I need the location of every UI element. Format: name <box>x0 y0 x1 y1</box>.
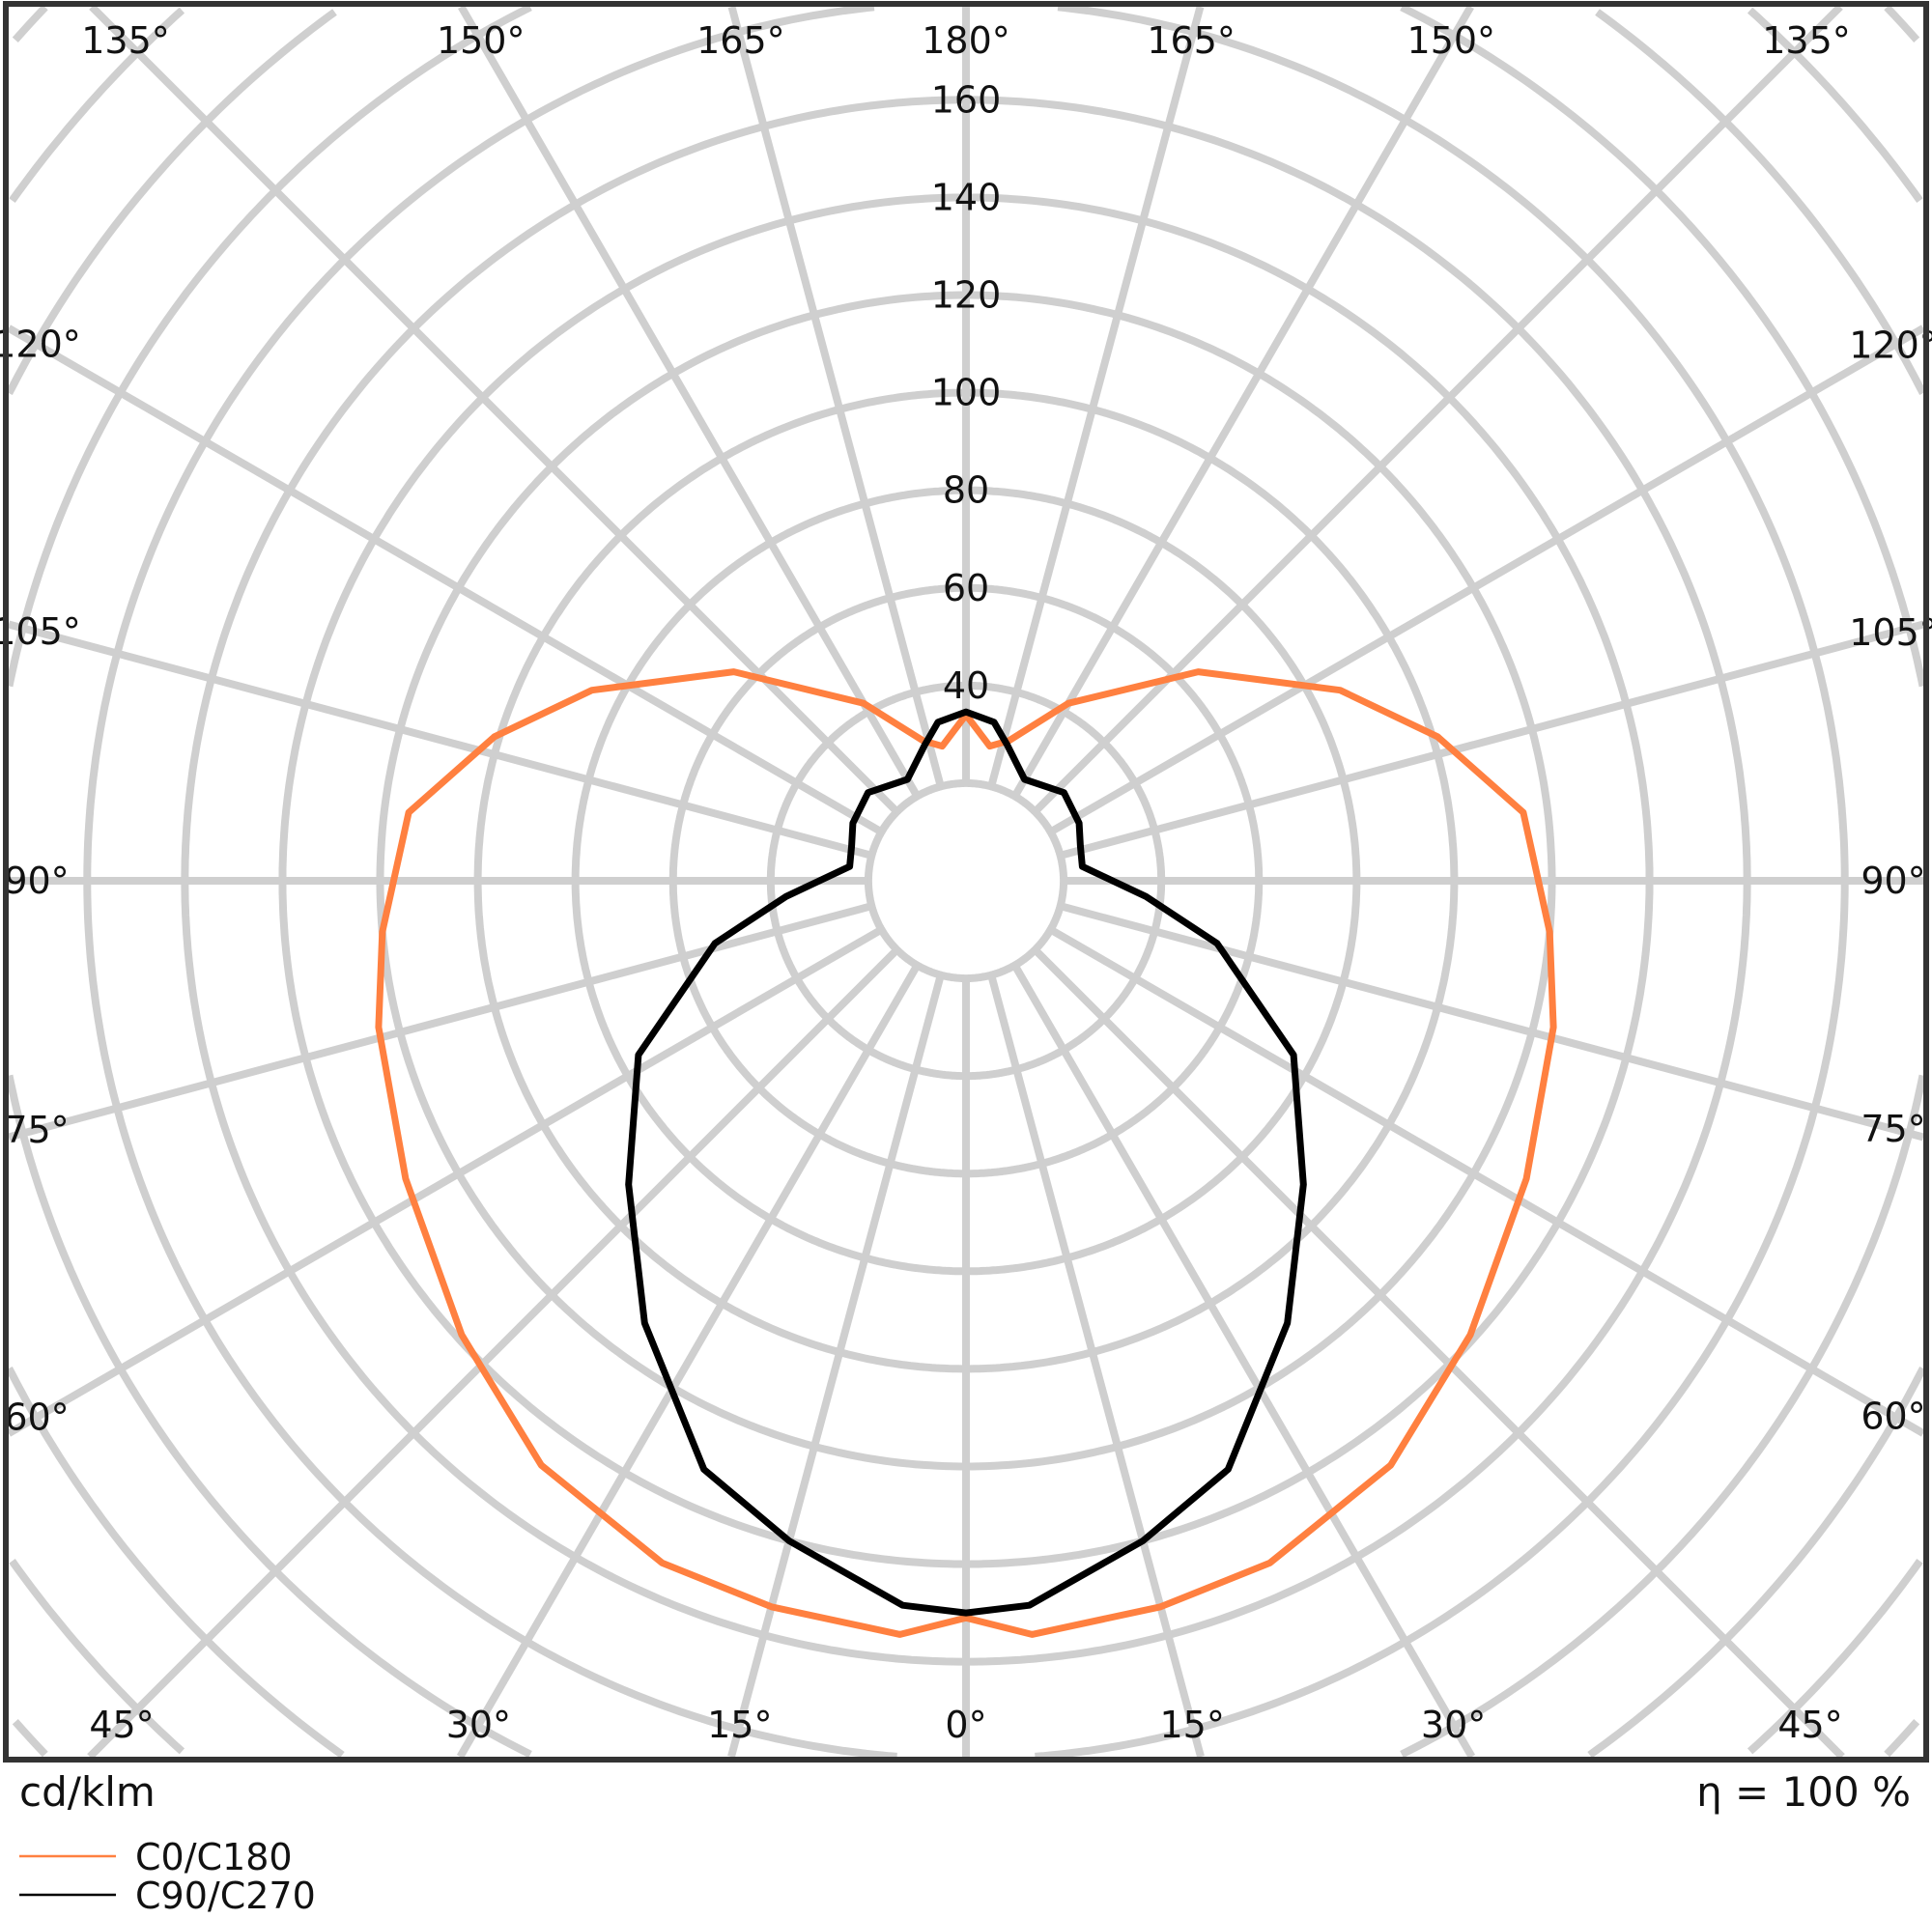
angle-label-right: 45° <box>1777 1704 1842 1746</box>
grid-spoke <box>1048 324 1926 835</box>
grid-spoke <box>987 5 1205 788</box>
grid-spoke <box>1011 963 1476 1760</box>
grid-ring <box>83 3 1849 1761</box>
grid-ring <box>864 778 1068 983</box>
angle-label-right: 15° <box>1160 1704 1225 1746</box>
angle-label-left: 105° <box>0 610 81 653</box>
grid-spoke <box>458 4 921 799</box>
angle-label-right: 135° <box>1762 19 1851 62</box>
unit-label: cd/klm <box>19 1768 156 1816</box>
grid-spoke <box>6 926 884 1437</box>
grid-spoke <box>1048 926 1926 1437</box>
grid-ring <box>12 4 1920 1758</box>
grid-ring <box>5 9 1927 1759</box>
radial-tick-label: 40 <box>943 664 989 707</box>
angle-label-right: 105° <box>1849 611 1932 654</box>
grid-ring <box>9 7 1923 1755</box>
grid-spoke <box>7 620 873 860</box>
legend-label-c0: C0/C180 <box>135 1836 293 1878</box>
radial-tick-label: 100 <box>931 372 1002 414</box>
grid-spoke <box>1011 5 1474 799</box>
grid-spoke <box>87 946 900 1760</box>
radial-tick-label: 80 <box>943 469 989 512</box>
efficiency-label: η = 100 % <box>1696 1768 1911 1816</box>
angle-label-left: 30° <box>446 1704 511 1746</box>
angle-label-left: 180° <box>922 19 1010 62</box>
grid-spoke <box>1059 620 1925 860</box>
grid-spoke <box>7 902 873 1142</box>
angle-label-left: 90° <box>4 860 69 902</box>
radial-tick-label: 120 <box>931 274 1002 317</box>
angle-label-right: 75° <box>1861 1108 1925 1150</box>
angle-label-left: 165° <box>696 19 785 62</box>
angle-label-left: 150° <box>437 19 526 62</box>
grid-spoke <box>727 973 945 1759</box>
radial-tick-label: 160 <box>931 78 1002 121</box>
angle-label-left: 75° <box>4 1109 69 1151</box>
curves <box>375 668 1557 1638</box>
polar-grid <box>5 3 1927 1761</box>
grid-spoke <box>1032 4 1843 815</box>
angle-label-right: 120° <box>1849 324 1932 367</box>
grid-spoke <box>1059 902 1925 1142</box>
angle-label-left: 15° <box>707 1704 772 1746</box>
radial-tick-label: 60 <box>943 567 989 609</box>
grid-spoke <box>89 4 900 815</box>
angle-label-left: 0° <box>945 1704 986 1746</box>
radial-tick-labels: 40 60 80 100 120 140 160 <box>931 78 1002 706</box>
angle-label-left: 45° <box>89 1704 154 1746</box>
angle-label-right: 60° <box>1861 1395 1925 1437</box>
angle-label-right: 30° <box>1421 1704 1486 1746</box>
radial-tick-label: 140 <box>931 176 1002 218</box>
legend-label-c90: C90/C270 <box>135 1875 316 1917</box>
angle-label-right: 150° <box>1407 19 1496 62</box>
angle-labels: 135° 150° 165° 180° 120° 105° 90° 75° 60° 45° 30° 1… <box>0 19 1932 1746</box>
angle-label-right: 165° <box>1147 19 1236 62</box>
angle-label-left: 60° <box>4 1396 69 1438</box>
grid-spoke <box>1032 946 1845 1760</box>
angle-label-left: 135° <box>81 19 170 62</box>
series-line-c90-c270 <box>625 708 1307 1617</box>
grid-spoke <box>727 5 945 788</box>
grid-ring <box>5 3 1927 1759</box>
legend: C0/C180 C90/C270 <box>19 1836 316 1917</box>
grid-spoke <box>987 973 1205 1759</box>
angle-label-left: 120° <box>0 324 81 366</box>
plot-frame <box>3 1 1929 1763</box>
grid-spoke <box>456 963 921 1760</box>
grid-spoke <box>6 324 884 835</box>
angle-label-right: 90° <box>1861 860 1925 902</box>
